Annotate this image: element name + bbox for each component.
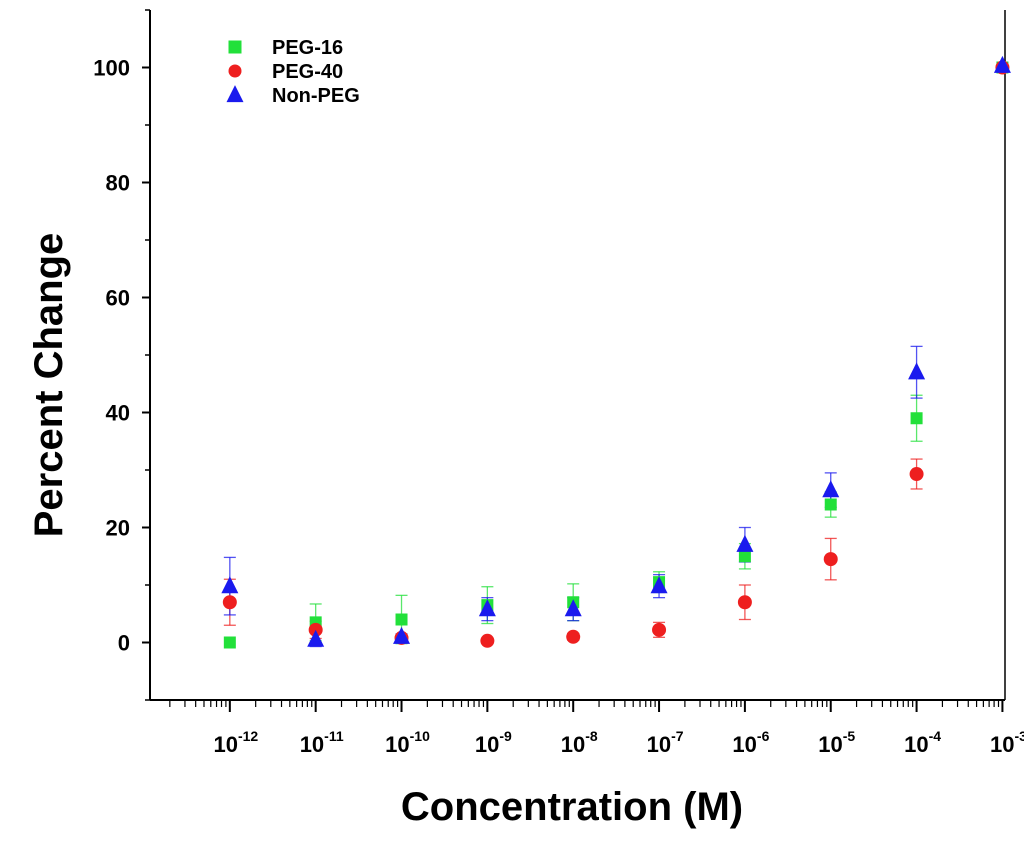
peg-16-point <box>223 636 236 649</box>
x-tick-exponent: -11 <box>324 728 344 744</box>
peg-40-point <box>652 622 667 637</box>
x-tick-base: 10 <box>990 732 1014 757</box>
x-tick-label: 10-5 <box>818 728 855 757</box>
x-tick-base: 10 <box>561 732 585 757</box>
x-tick-label: 10-11 <box>300 728 344 757</box>
y-tick-label: 40 <box>106 401 130 426</box>
non-peg-point <box>908 362 926 380</box>
y-tick-label: 100 <box>93 56 130 81</box>
non-peg-point <box>736 534 754 552</box>
legend-marker <box>226 85 244 103</box>
legend-label: Non-PEG <box>272 85 360 107</box>
legend-marker <box>228 64 242 78</box>
x-tick-label: 10-7 <box>647 728 684 757</box>
x-tick-base: 10 <box>647 732 671 757</box>
peg-16-point <box>910 412 923 425</box>
x-tick-exponent: -9 <box>499 728 512 744</box>
non-peg-point <box>993 55 1011 73</box>
non-peg-point <box>650 576 668 594</box>
y-tick-label: 60 <box>106 286 130 311</box>
x-tick-exponent: -10 <box>410 728 430 744</box>
non-peg-point <box>307 629 325 647</box>
data-points <box>221 55 1011 649</box>
y-tick-label: 80 <box>106 171 130 196</box>
x-tick-base: 10 <box>818 732 842 757</box>
peg-40-point <box>222 595 237 610</box>
peg-40-point <box>480 633 495 648</box>
x-tick-base: 10 <box>732 732 756 757</box>
x-tick-base: 10 <box>300 732 324 757</box>
non-peg-point <box>221 576 239 594</box>
y-tick-label: 0 <box>118 631 130 656</box>
x-tick-exponent: -6 <box>757 728 770 744</box>
x-tick-label: 10-12 <box>213 728 258 757</box>
peg-40-point <box>909 467 924 482</box>
y-axis-title: Percent Change <box>27 233 71 538</box>
x-tick-exponent: -12 <box>238 728 258 744</box>
x-tick-label: 10-4 <box>904 728 941 757</box>
x-tick-label: 10-8 <box>561 728 598 757</box>
peg-40-point <box>737 595 752 610</box>
non-peg-point <box>564 599 582 617</box>
peg-16-point <box>824 498 837 511</box>
x-tick-base: 10 <box>904 732 928 757</box>
non-peg-point <box>822 480 840 498</box>
y-tick-label: 20 <box>106 516 130 541</box>
x-tick-exponent: -3 <box>1014 728 1024 744</box>
peg-40-point <box>823 552 838 567</box>
peg-40-point <box>566 629 581 644</box>
x-tick-label: 10-10 <box>385 728 430 757</box>
x-tick-exponent: -4 <box>929 728 942 744</box>
x-tick-base: 10 <box>213 732 237 757</box>
x-tick-label: 10-6 <box>732 728 769 757</box>
peg-16-point <box>395 613 408 626</box>
x-tick-label: 10-3 <box>990 728 1024 757</box>
x-tick-base: 10 <box>385 732 409 757</box>
x-tick-exponent: -7 <box>671 728 684 744</box>
legend-label: PEG-16 <box>272 37 343 59</box>
legend-label: PEG-40 <box>272 61 343 83</box>
x-tick-base: 10 <box>475 732 499 757</box>
peg-16-point <box>738 550 751 563</box>
x-tick-exponent: -5 <box>843 728 856 744</box>
x-axis-title: Concentration (M) <box>401 785 743 829</box>
non-peg-point <box>393 626 411 644</box>
legend-marker <box>228 40 242 54</box>
non-peg-point <box>478 599 496 617</box>
x-tick-exponent: -8 <box>585 728 598 744</box>
x-tick-label: 10-9 <box>475 728 512 757</box>
